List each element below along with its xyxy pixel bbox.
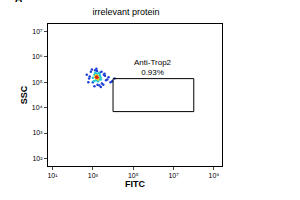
svg-text:A: A — [15, 0, 22, 4]
svg-text:Anti-Trop20.93%: Anti-Trop20.93% — [134, 58, 172, 77]
svg-text:10²: 10² — [32, 155, 43, 162]
svg-text:10⁵: 10⁵ — [32, 79, 43, 86]
svg-text:irrelevant protein: irrelevant protein — [92, 7, 159, 17]
svg-text:SSC: SSC — [19, 85, 29, 104]
svg-text:10⁴: 10⁴ — [32, 104, 43, 111]
svg-text:10⁷: 10⁷ — [32, 28, 43, 35]
svg-text:10¹: 10¹ — [47, 172, 58, 179]
svg-text:10⁶: 10⁶ — [32, 53, 43, 60]
svg-text:10⁹: 10⁹ — [209, 172, 220, 179]
svg-text:10⁷: 10⁷ — [168, 172, 179, 179]
svg-text:10⁵: 10⁵ — [128, 172, 139, 179]
svg-text:10³: 10³ — [88, 172, 99, 179]
svg-text:10³: 10³ — [32, 129, 43, 136]
svg-text:FITC: FITC — [125, 179, 145, 189]
